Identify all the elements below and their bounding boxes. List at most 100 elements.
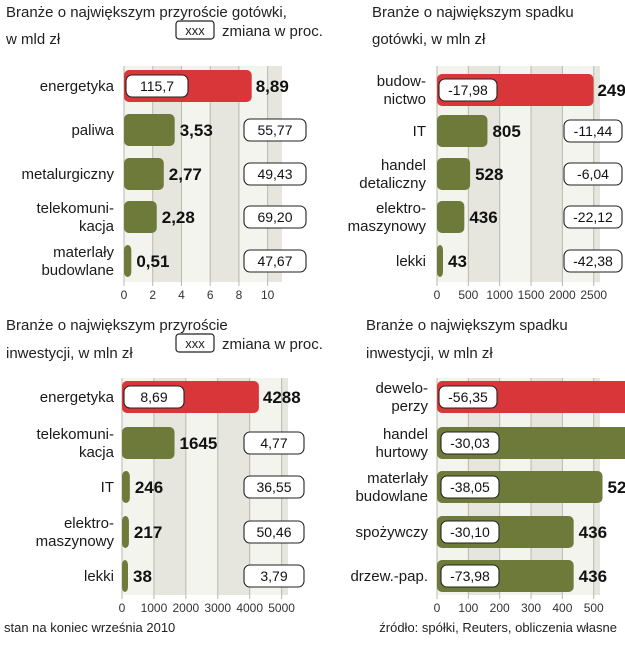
- change-percent-box: [440, 431, 500, 455]
- change-percent-box: [563, 249, 623, 273]
- bar: [437, 158, 471, 190]
- value-label: 528: [608, 478, 625, 497]
- category-label: materlały budowlane: [355, 470, 428, 505]
- x-tick-label: 1000: [141, 601, 168, 615]
- x-tick-label: 0: [434, 601, 441, 615]
- change-percent-label: 115,7: [140, 78, 174, 94]
- category-label: budow-nictwo: [377, 73, 426, 108]
- x-tick-label: 6: [207, 288, 214, 302]
- bar: [437, 245, 443, 277]
- change-percent-box: [123, 385, 185, 409]
- chart-title: Branże o największym spadku inwestycji, w…: [366, 317, 568, 362]
- x-tick-label: 1000: [486, 288, 513, 302]
- bar: [122, 560, 128, 592]
- category-label: drzew.-pap.: [350, 568, 428, 585]
- bar: [122, 427, 175, 459]
- bar: [437, 115, 488, 147]
- x-tick-label: 8: [236, 288, 243, 302]
- change-percent-box: [243, 475, 305, 499]
- chart-panel: Branże o największym przyroście inwestycj…: [6, 317, 323, 615]
- change-percent-label: 4,77: [260, 435, 287, 451]
- change-percent-label: -38,05: [450, 479, 490, 495]
- value-label: 805: [492, 122, 520, 141]
- value-label: 3,53: [180, 121, 213, 140]
- bar: [124, 158, 164, 190]
- value-label: 2496: [597, 81, 625, 100]
- change-percent-label: -56,35: [448, 389, 488, 405]
- change-percent-label: 8,69: [140, 389, 167, 405]
- change-percent-label: -73,98: [450, 568, 490, 584]
- change-percent-box: [438, 385, 498, 409]
- change-percent-label: 47,67: [257, 253, 292, 269]
- change-percent-box: [243, 118, 307, 142]
- bar: [122, 516, 129, 548]
- x-tick-label: 500: [584, 601, 604, 615]
- value-label: 4288: [263, 388, 301, 407]
- change-percent-label: -30,03: [450, 435, 490, 451]
- category-label: elektro-maszynowy: [348, 200, 427, 235]
- footer-source: źródło: spółki, Reuters, obliczenia włas…: [379, 620, 617, 635]
- value-label: 436: [469, 208, 497, 227]
- value-label: 217: [134, 523, 162, 542]
- chart-title: Branże o największym przyroście inwestycj…: [6, 317, 228, 362]
- value-label: 436: [579, 523, 607, 542]
- value-label: 2,77: [169, 165, 202, 184]
- chart-title: Branże o największym przyroście gotówki,…: [5, 4, 287, 48]
- chart-panel: Branże o największym spadku inwestycji, w…: [350, 317, 625, 615]
- change-percent-box: [563, 119, 623, 143]
- change-percent-box: [440, 520, 500, 544]
- bar: [124, 201, 157, 233]
- category-label: paliwa: [71, 122, 114, 139]
- x-tick-label: 3000: [204, 601, 231, 615]
- category-label: IT: [101, 479, 114, 496]
- category-label: spożywczy: [355, 524, 428, 541]
- change-percent-label: 69,20: [257, 209, 292, 225]
- category-label: lekki: [84, 568, 114, 585]
- bar: [437, 201, 465, 233]
- legend-box-text: xxx: [185, 23, 205, 38]
- category-label: energetyka: [40, 389, 115, 406]
- change-percent-box: [243, 520, 305, 544]
- change-percent-box: [563, 205, 623, 229]
- category-label: elektro-maszynowy: [36, 515, 115, 550]
- x-tick-label: 300: [521, 601, 541, 615]
- change-percent-label: -30,10: [450, 524, 490, 540]
- change-percent-label: -6,04: [577, 166, 609, 182]
- category-label: IT: [413, 123, 426, 140]
- change-percent-label: 50,46: [256, 524, 291, 540]
- value-label: 246: [135, 478, 163, 497]
- footer-note: stan na koniec września 2010: [4, 620, 176, 635]
- change-percent-box: [243, 564, 305, 588]
- x-tick-label: 10: [261, 288, 275, 302]
- value-label: 0,51: [136, 252, 169, 271]
- change-percent-box: [440, 475, 500, 499]
- change-percent-box: [125, 74, 189, 98]
- legend-label: zmiana w proc.: [222, 23, 323, 40]
- x-tick-label: 4000: [236, 601, 263, 615]
- chart-panel: Branże o największym spadku gotówki, w ml…: [348, 4, 625, 302]
- value-label: 1645: [180, 434, 218, 453]
- category-label: handel hurtowy: [375, 426, 428, 461]
- legend-box: [175, 20, 215, 40]
- change-percent-label: -22,12: [573, 209, 613, 225]
- category-label: dewelo-perzy: [375, 380, 428, 415]
- change-percent-box: [243, 162, 307, 186]
- x-tick-label: 100: [458, 601, 478, 615]
- category-label: lekki: [396, 253, 426, 270]
- x-tick-label: 2000: [172, 601, 199, 615]
- value-label: 38: [133, 567, 152, 586]
- value-label: 528: [475, 165, 503, 184]
- change-percent-label: 49,43: [257, 166, 292, 182]
- legend-label: zmiana w proc.: [222, 336, 323, 353]
- change-percent-box: [438, 78, 498, 102]
- x-tick-label: 5000: [268, 601, 295, 615]
- x-tick-label: 1500: [518, 288, 545, 302]
- value-label: 436: [579, 567, 607, 586]
- category-label: handel detaliczny: [359, 157, 426, 192]
- category-label: metalurgiczny: [21, 166, 114, 183]
- x-tick-label: 200: [490, 601, 510, 615]
- x-tick-label: 4: [178, 288, 185, 302]
- x-tick-label: 2500: [580, 288, 607, 302]
